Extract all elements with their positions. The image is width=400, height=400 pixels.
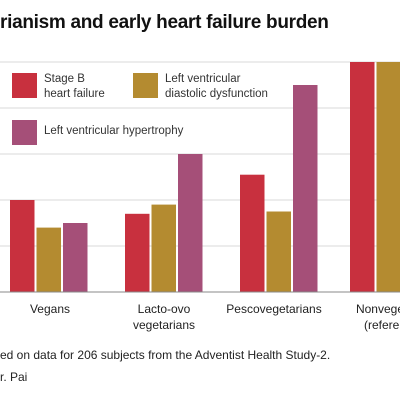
bar-0-0 [10, 200, 35, 292]
legend-label: heart failure [44, 88, 105, 100]
legend-label: Left ventricular hypertrophy [44, 125, 184, 137]
category-label: Pescovegetarians [226, 302, 321, 316]
bar-0-2 [240, 174, 265, 292]
legend-swatch [133, 73, 158, 98]
legend-label: diastolic dysfunction [165, 88, 268, 100]
bar-0-1 [125, 213, 150, 292]
category-label: vegetarians [133, 318, 195, 332]
bar-1-1 [151, 204, 176, 292]
footnote: ed on data for 206 subjects from the Adv… [0, 348, 331, 362]
bar-1-3 [376, 62, 400, 292]
bar-2-2 [293, 85, 318, 292]
category-labels: Vegans Lacto-ovo vegetarians Pescovegetaria… [30, 302, 400, 332]
category-label: Lacto-ovo [138, 302, 191, 316]
credit: r. Pai [0, 370, 28, 384]
legend: Stage B heart failure Left ventricular dias… [12, 73, 268, 145]
bars [10, 62, 400, 292]
category-label: (referen [364, 318, 400, 332]
legend-swatch [12, 73, 37, 98]
legend-swatch [12, 120, 37, 145]
bar-2-0 [63, 223, 88, 292]
bar-1-2 [266, 211, 291, 292]
legend-label: Stage B [44, 73, 85, 85]
category-label: Vegans [30, 302, 70, 316]
category-label: Nonvegeta [356, 302, 400, 316]
bar-0-3 [350, 62, 375, 292]
chart-title: rianism and early heart failure burden [0, 12, 329, 33]
bar-1-0 [36, 227, 61, 292]
legend-label: Left ventricular [165, 73, 241, 85]
bar-2-1 [178, 154, 203, 292]
